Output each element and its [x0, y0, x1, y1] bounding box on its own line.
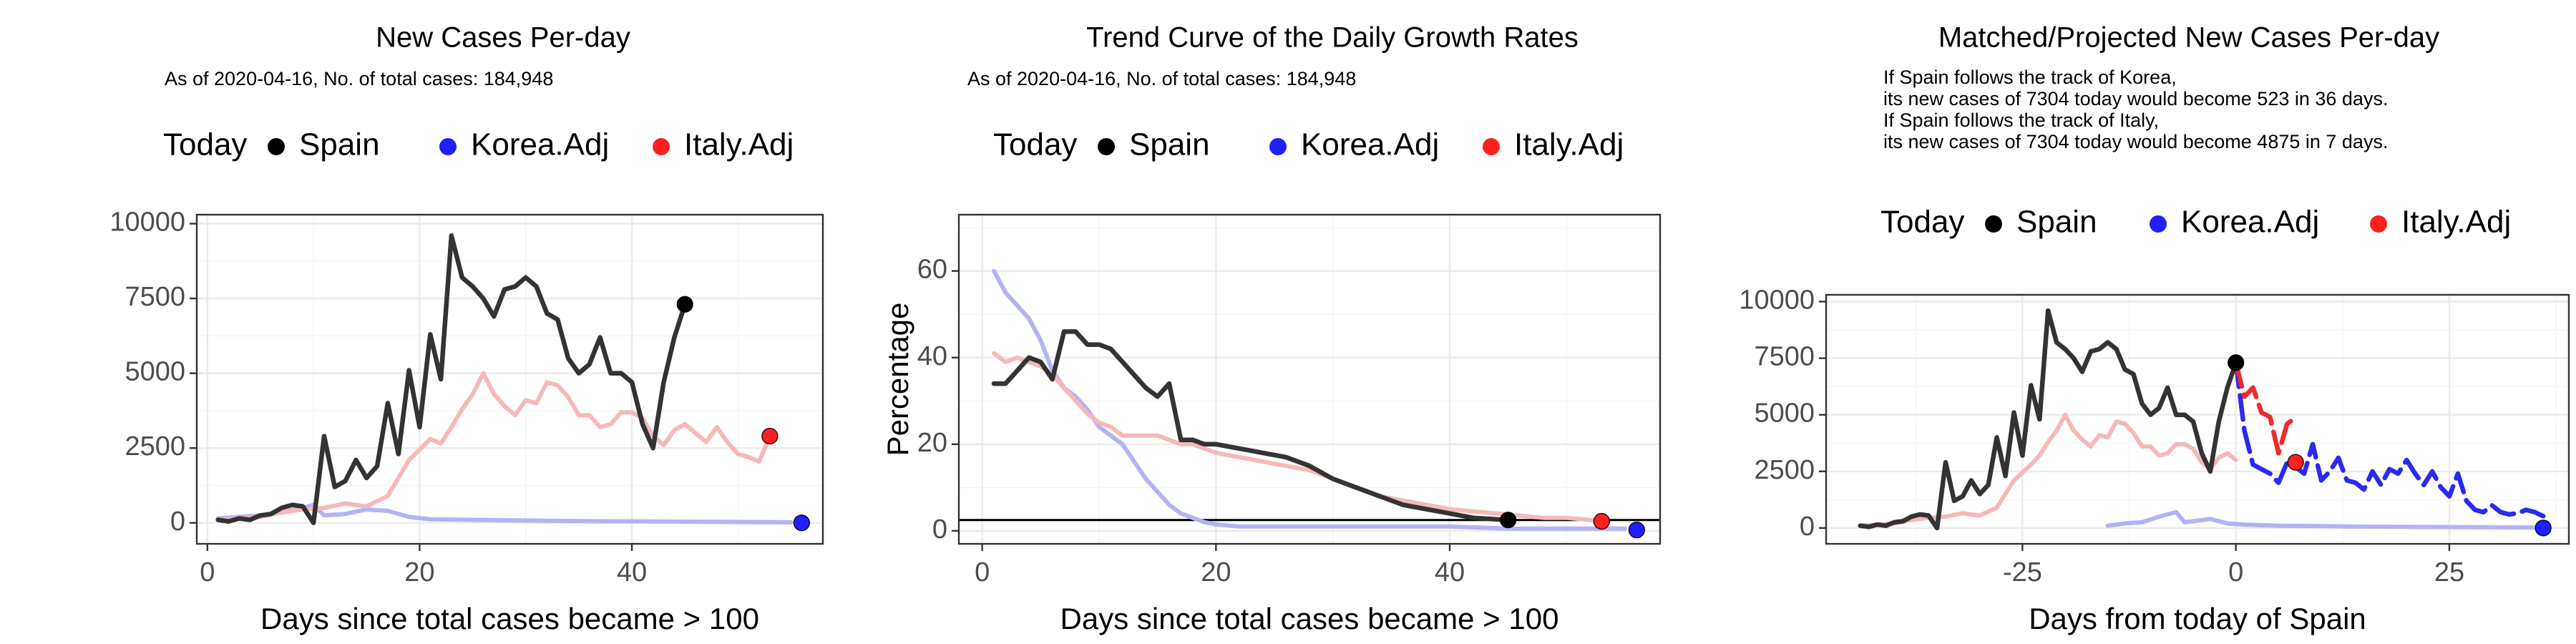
chart-subtitle-line: If Spain follows the track of Korea, — [1883, 67, 2177, 88]
legend-item-label: Italy.Adj — [1514, 127, 1624, 162]
legend-title: Today — [993, 127, 1077, 162]
y-tick-label: 0 — [170, 507, 185, 537]
series-line-italy-adj-faint — [992, 351, 1604, 523]
x-tick-label: 40 — [617, 557, 647, 587]
x-axis-label: Days since total cases became > 100 — [260, 602, 759, 635]
x-tick-label: 0 — [200, 557, 215, 587]
legend-key-dot — [439, 138, 457, 155]
x-tick-label: 20 — [1201, 557, 1231, 587]
legend: Today Spain Korea.Adj Italy.Adj — [163, 127, 794, 162]
legend-key-dot — [2370, 215, 2387, 233]
x-tick-label: 0 — [2228, 557, 2243, 587]
legend-item-label: Korea.Adj — [1301, 127, 1439, 162]
legend-item-label: Korea.Adj — [471, 127, 609, 162]
chart-subtitle-line: its new cases of 7304 today would become… — [1883, 88, 2388, 109]
series-line-korea-adj-faint — [992, 268, 1627, 531]
today-point-spain — [2228, 354, 2245, 371]
legend-key-dot — [1269, 138, 1287, 155]
legend-key-dot — [653, 138, 670, 155]
today-point-italy-adj — [761, 427, 779, 445]
plot-area — [1858, 308, 2546, 531]
series-line-italy-adj-dashed — [2233, 360, 2298, 456]
y-tick-label: 20 — [917, 428, 947, 458]
chart-subtitle-line: If Spain follows the track of Italy, — [1883, 109, 2159, 131]
today-point-spain — [676, 296, 693, 313]
y-tick-label: 7500 — [125, 282, 185, 312]
legend-item-label: Spain — [299, 127, 380, 162]
chart-subtitle-line: its new cases of 7304 today would become… — [1883, 131, 2388, 152]
today-point-korea-adj — [793, 514, 810, 532]
series-line-spain-solid — [991, 329, 1511, 522]
x-tick-label: 20 — [404, 557, 434, 587]
plot-area — [215, 233, 794, 525]
panel-new-cases: New Cases Per-day As of 2020-04-16, No. o… — [109, 22, 824, 636]
x-tick-label: 25 — [2434, 557, 2464, 587]
x-axis-label: Days from today of Spain — [2029, 602, 2366, 635]
chart-subtitle: As of 2020-04-16, No. of total cases: 18… — [967, 68, 1356, 89]
legend-item-label: Korea.Adj — [2181, 205, 2319, 240]
legend-title: Today — [163, 127, 247, 162]
legend-key-dot — [2150, 215, 2167, 233]
x-tick-label: 0 — [975, 557, 990, 587]
y-tick-label: 10000 — [109, 208, 185, 238]
today-point-korea-adj — [2534, 519, 2552, 537]
series-line-korea-adj-dashed — [2233, 360, 2546, 519]
y-tick-label: 40 — [917, 341, 947, 371]
y-tick-label: 2500 — [1754, 455, 1815, 485]
legend-item-label: Italy.Adj — [2401, 205, 2511, 240]
chart-title: Trend Curve of the Daily Growth Rates — [1086, 22, 1579, 54]
x-axis-label: Days since total cases became > 100 — [1060, 602, 1559, 635]
series-line-korea-adj-faint — [2105, 509, 2537, 530]
today-point-italy-adj — [1593, 512, 1610, 530]
legend-key-dot — [1985, 215, 2002, 233]
series-line-italy-adj-faint — [1858, 412, 2238, 528]
y-tick-label: 10000 — [1739, 286, 1815, 316]
panel-border — [957, 213, 1662, 545]
panel-border — [1825, 293, 2570, 545]
series-line-italy-adj-faint — [215, 371, 772, 522]
today-point-italy-adj — [2287, 454, 2304, 471]
chart-title: Matched/Projected New Cases Per-day — [1938, 22, 2439, 54]
series-line-spain-solid — [1858, 308, 2238, 531]
grid — [197, 215, 823, 544]
y-tick-label: 5000 — [125, 357, 185, 387]
legend-item-label: Spain — [2016, 205, 2097, 240]
panel-border — [195, 213, 824, 545]
legend: Today Spain Korea.Adj Italy.Adj — [1880, 205, 2511, 240]
y-tick-label: 0 — [1800, 512, 1815, 542]
legend: Today Spain Korea.Adj Italy.Adj — [993, 127, 1624, 162]
y-tick-label: 2500 — [125, 431, 185, 462]
x-tick-label: 40 — [1435, 557, 1465, 587]
today-point-korea-adj — [1628, 522, 1645, 539]
plot-area — [959, 268, 1660, 531]
axes: 0 20 40 60 0 20 40 Days since total cases becam… — [881, 255, 1558, 635]
legend-key-dot — [268, 138, 285, 155]
legend-title: Today — [1880, 205, 1964, 240]
axes: 0 2500 5000 7500 10000 0 20 40 Days since total … — [109, 208, 759, 636]
chart-title: New Cases Per-day — [376, 22, 630, 54]
y-axis-label: Percentage — [881, 303, 914, 457]
chart-subtitle: As of 2020-04-16, No. of total cases: 18… — [165, 68, 553, 89]
legend-key-dot — [1098, 138, 1115, 155]
panel-growth-rates: Trend Curve of the Daily Growth Rates As … — [881, 22, 1662, 635]
y-tick-label: 60 — [917, 255, 947, 285]
series-line-spain-solid — [215, 233, 688, 525]
legend-item-label: Spain — [1129, 127, 1210, 162]
panel-projected-cases: Matched/Projected New Cases Per-day If Sp… — [1739, 22, 2570, 636]
legend-item-label: Italy.Adj — [684, 127, 794, 162]
axes: 0 2500 5000 7500 10000 -25 0 25 Days from today … — [1739, 286, 2464, 636]
y-tick-label: 7500 — [1754, 342, 1815, 372]
grid — [1826, 295, 2569, 544]
today-point-spain — [1500, 512, 1517, 529]
x-tick-label: -25 — [2003, 557, 2042, 587]
y-tick-label: 0 — [932, 514, 947, 545]
legend-key-dot — [1483, 138, 1500, 155]
grid — [959, 215, 1660, 544]
y-tick-label: 5000 — [1754, 399, 1815, 429]
